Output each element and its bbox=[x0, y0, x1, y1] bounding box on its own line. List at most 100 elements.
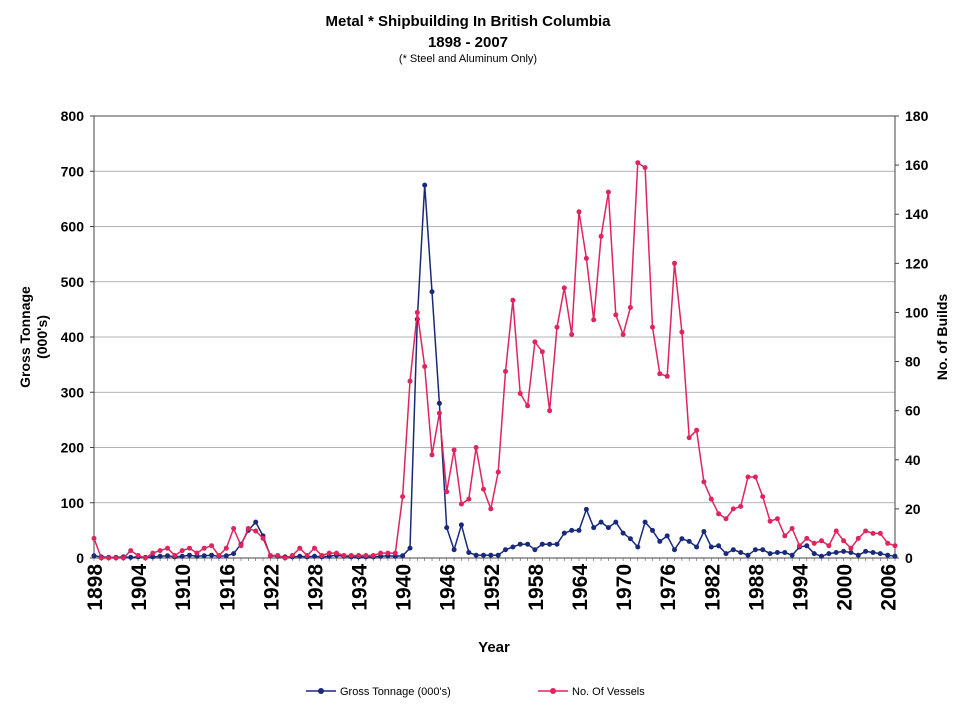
data-point-gross-tonnage bbox=[642, 519, 648, 525]
data-point-vessels bbox=[686, 435, 692, 441]
data-point-gross-tonnage bbox=[738, 550, 744, 555]
data-point-vessels bbox=[525, 403, 531, 409]
data-point-vessels bbox=[334, 550, 339, 556]
data-point-gross-tonnage bbox=[539, 541, 545, 547]
x-tick-label: 1976 bbox=[657, 564, 680, 611]
data-point-gross-tonnage bbox=[473, 552, 479, 558]
right-tick-label: 0 bbox=[905, 550, 913, 566]
left-tick-label: 300 bbox=[61, 384, 85, 400]
data-point-gross-tonnage bbox=[686, 538, 692, 544]
data-point-vessels bbox=[289, 553, 295, 558]
data-point-vessels bbox=[745, 474, 751, 480]
x-axis-label: Year bbox=[478, 639, 510, 656]
data-point-vessels bbox=[113, 555, 119, 561]
data-point-gross-tonnage bbox=[165, 553, 170, 559]
left-tick-label: 800 bbox=[61, 108, 85, 124]
right-tick-label: 180 bbox=[905, 108, 929, 124]
data-point-vessels bbox=[841, 538, 847, 544]
legend-item-gross-tonnage: Gross Tonnage (000's) bbox=[306, 686, 451, 698]
data-point-gross-tonnage bbox=[576, 527, 582, 533]
data-point-vessels bbox=[833, 528, 839, 534]
data-point-vessels bbox=[444, 489, 450, 495]
chart-note: (* Steel and Aluminum Only) bbox=[399, 53, 537, 65]
data-point-vessels bbox=[510, 297, 516, 303]
data-point-vessels bbox=[892, 543, 898, 549]
data-point-gross-tonnage bbox=[767, 551, 773, 557]
x-tick-label: 1994 bbox=[789, 564, 812, 611]
data-point-vessels bbox=[620, 332, 626, 337]
data-point-vessels bbox=[407, 378, 413, 384]
data-point-gross-tonnage bbox=[833, 550, 839, 555]
data-point-vessels bbox=[826, 543, 832, 549]
series-line-vessels bbox=[93, 161, 896, 559]
legend: Gross Tonnage (000's) No. Of Vessels bbox=[306, 686, 645, 698]
data-point-vessels bbox=[260, 535, 266, 541]
data-point-gross-tonnage bbox=[495, 552, 501, 558]
data-point-vessels bbox=[165, 545, 170, 551]
data-point-gross-tonnage bbox=[444, 525, 450, 531]
chart-subtitle: 1898 - 2007 bbox=[428, 34, 508, 51]
x-tick-label: 1940 bbox=[393, 564, 416, 611]
data-point-gross-tonnage bbox=[91, 553, 97, 559]
data-point-vessels bbox=[627, 305, 633, 310]
data-point-vessels bbox=[583, 255, 589, 261]
x-tick-label: 1970 bbox=[613, 564, 636, 611]
data-point-gross-tonnage bbox=[863, 548, 869, 554]
data-point-gross-tonnage bbox=[679, 536, 685, 542]
data-point-gross-tonnage bbox=[297, 553, 303, 559]
x-tick-label: 1958 bbox=[525, 564, 548, 611]
data-point-vessels bbox=[495, 469, 501, 475]
data-point-gross-tonnage bbox=[760, 547, 766, 553]
data-point-gross-tonnage bbox=[179, 553, 185, 559]
data-point-gross-tonnage bbox=[745, 552, 751, 558]
x-tick-label: 1988 bbox=[745, 564, 768, 611]
data-point-vessels bbox=[804, 535, 810, 541]
data-point-vessels bbox=[172, 553, 178, 558]
left-tick-label: 600 bbox=[61, 219, 85, 235]
data-point-gross-tonnage bbox=[870, 550, 876, 555]
data-point-vessels bbox=[723, 516, 729, 522]
data-point-vessels bbox=[782, 533, 788, 539]
data-point-gross-tonnage bbox=[525, 541, 531, 547]
legend-item-vessels: No. Of Vessels bbox=[538, 686, 645, 698]
x-tick-label: 1898 bbox=[84, 564, 107, 611]
right-tick-label: 80 bbox=[905, 354, 921, 370]
data-point-vessels bbox=[657, 371, 663, 377]
data-point-vessels bbox=[855, 535, 861, 541]
data-point-vessels bbox=[885, 540, 891, 546]
data-point-vessels bbox=[422, 364, 428, 369]
data-point-gross-tonnage bbox=[569, 527, 575, 533]
left-tick-label: 100 bbox=[61, 495, 85, 511]
data-point-gross-tonnage bbox=[620, 530, 626, 536]
data-point-vessels bbox=[650, 324, 655, 330]
data-point-vessels bbox=[348, 553, 354, 558]
data-point-vessels bbox=[91, 535, 97, 541]
left-tick-label: 700 bbox=[61, 163, 85, 179]
right-tick-label: 160 bbox=[905, 157, 929, 173]
data-point-gross-tonnage bbox=[157, 553, 163, 559]
data-point-gross-tonnage bbox=[598, 519, 604, 525]
data-point-vessels bbox=[503, 368, 508, 374]
data-point-gross-tonnage bbox=[150, 554, 156, 560]
data-point-vessels bbox=[209, 543, 215, 549]
data-point-vessels bbox=[760, 494, 766, 500]
data-point-vessels bbox=[708, 496, 714, 502]
data-point-gross-tonnage bbox=[723, 551, 729, 557]
x-tick-label: 1964 bbox=[569, 564, 592, 611]
data-point-gross-tonnage bbox=[407, 545, 413, 551]
data-point-vessels bbox=[635, 160, 641, 166]
data-point-vessels bbox=[253, 528, 259, 534]
data-point-vessels bbox=[106, 555, 112, 561]
data-point-vessels bbox=[547, 408, 553, 414]
data-point-gross-tonnage bbox=[209, 552, 215, 558]
data-point-vessels bbox=[738, 503, 744, 509]
data-point-gross-tonnage bbox=[664, 533, 670, 539]
data-point-vessels bbox=[267, 553, 273, 558]
data-point-vessels bbox=[142, 555, 148, 561]
right-tick-label: 120 bbox=[905, 255, 929, 271]
data-point-vessels bbox=[385, 550, 391, 556]
data-point-vessels bbox=[672, 260, 677, 266]
data-point-vessels bbox=[870, 530, 876, 536]
x-tick-label: 1916 bbox=[216, 564, 239, 611]
data-point-gross-tonnage bbox=[730, 547, 736, 553]
